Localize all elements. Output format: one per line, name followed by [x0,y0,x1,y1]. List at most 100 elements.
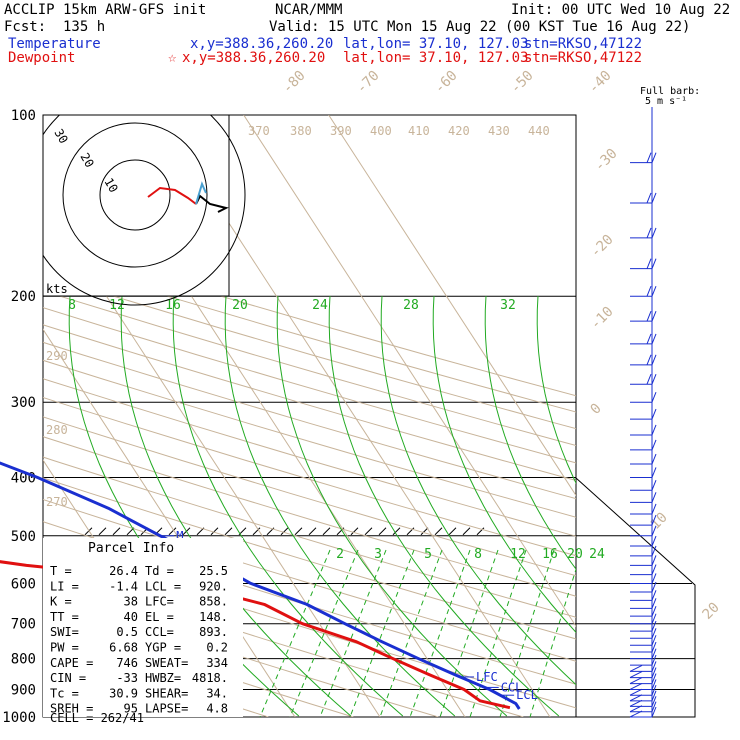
wind-barb [630,654,657,666]
dew-xy: x,y=388.36,260.20 [182,50,326,66]
wind-barb-feather [651,392,657,403]
dew-star-icon: ☆ [168,50,177,66]
hodograph-trace-black [195,194,229,213]
barb-note-1: Full barb: [640,86,701,97]
wind-barb-feather [651,661,657,672]
moist-adiabat-line [693,296,740,716]
isotherm-tick-label: -20 [588,232,617,261]
parcel-row-value: 95 [124,702,138,716]
wind-barb-feather [646,286,652,297]
wind-barb [630,620,657,632]
wind-barb [630,635,657,646]
level-marker-label: CCL [501,680,523,694]
hatch-mark [462,527,471,536]
wind-barb-feather [651,258,657,269]
mixing-ratio-tick-label: 8 [474,547,482,562]
hodograph-units-label: kts [46,282,68,296]
wind-barb-feather [651,467,657,478]
wind-barb-feather [651,525,657,536]
wind-barb-feather [651,581,657,593]
pressure-tick-label: 800 [11,652,36,668]
wind-barb-feather [651,503,657,515]
wind-barb [630,525,657,537]
wind-barb [630,503,657,515]
parcel-row-key: K = [50,595,72,609]
wind-barb [630,286,657,297]
moist-adiabat-line [172,295,404,717]
hatch-mark [476,527,485,536]
wind-barb-feather [651,667,657,678]
parcel-row-key2: YGP = [145,641,181,655]
wind-barb-feather [651,648,657,659]
temperature-profile-line [0,461,521,710]
wind-barb-feather [651,354,657,365]
mixing-ratio-tick-label: 5 [424,547,432,562]
moist-adiabat-line [432,295,576,634]
temp-station: stn=RKSO,47122 [524,36,643,52]
hodograph-ring-label: 30 [51,127,70,147]
wind-barb [630,492,657,503]
wind-barb [630,408,657,420]
wind-barb [630,424,657,436]
moist-adiabat-line [536,295,576,485]
moist-tick-label: 24 [312,298,328,313]
mixing-ratio-line [319,549,387,717]
level-marker-label: M [176,529,183,543]
wind-barb-feather [651,555,657,566]
wind-barb [630,555,657,566]
hodograph-frame [42,114,230,297]
isotherm-tick-label: 20 [700,600,723,623]
hatch-mark [392,527,401,536]
wind-barb [630,467,657,478]
dry-adiabat-line [43,456,576,618]
wind-barb-feather [629,677,643,685]
hatch-mark [224,527,233,536]
wind-barb [630,392,657,403]
parcel-row-key2: HWBZ= [145,671,181,685]
theta-tick-label: 370 [248,124,270,138]
parcel-row-key: TT = [50,610,79,624]
wind-barb-feather [651,706,657,718]
dry-adiabat-line [43,307,576,464]
wind-barb-feather [629,688,643,696]
moist-tick-label: 16 [165,298,181,313]
wind-barb [630,605,657,617]
mixing-ratio-line [529,567,576,717]
wind-barb-feather [629,683,643,690]
wind-barb-feather [651,514,657,526]
theta-tick-label: 410 [408,124,430,138]
dry-adiabat-line [43,341,576,500]
parcel-row-key2: CCL= [145,625,174,639]
mixing-ratio-line [409,549,471,717]
parcel-row-key2: LCL = [145,579,181,593]
mixing-ratio-tick-label: 16 [542,547,558,562]
hodograph-ring [99,159,171,231]
wind-barb-feather [651,333,657,345]
parcel-row-key2: LAPSE= [145,702,188,716]
wind-barb-feather [651,690,657,702]
isotherm-tick-label: 10 [648,510,671,533]
wind-barb-feather [629,694,643,702]
temp-xy: x,y=388.36,260.20 [190,36,334,52]
legend-dewpoint: Dewpoint [8,50,76,66]
parcel-info-box [43,538,243,717]
wind-barb [630,564,657,576]
wind-barb-feather [646,227,652,239]
wind-barb [630,535,657,547]
parcel-row-value2: 334 [206,656,228,670]
wind-barb-feather [651,590,657,601]
wind-barb-feather [651,620,657,632]
parcel-row-value: 0.5 [116,625,138,639]
forecast-hour: Fcst: 135 h [4,19,106,35]
parcel-row-value: 38 [124,595,138,609]
parcel-row-value: 30.9 [109,686,138,700]
parcel-row-value2: 893. [199,625,228,639]
legend-temperature: Temperature [8,36,101,52]
parcel-row-value2: 25.5 [199,564,228,578]
parcel-row-key: SREH = [50,702,93,716]
hatch-mark [350,527,359,536]
isotherm-tick-label: -30 [592,146,621,175]
mixing-ratio-tick-label: 3 [374,547,382,562]
wind-barb-feather [651,192,657,204]
theta-tick-label: 270 [46,495,68,509]
